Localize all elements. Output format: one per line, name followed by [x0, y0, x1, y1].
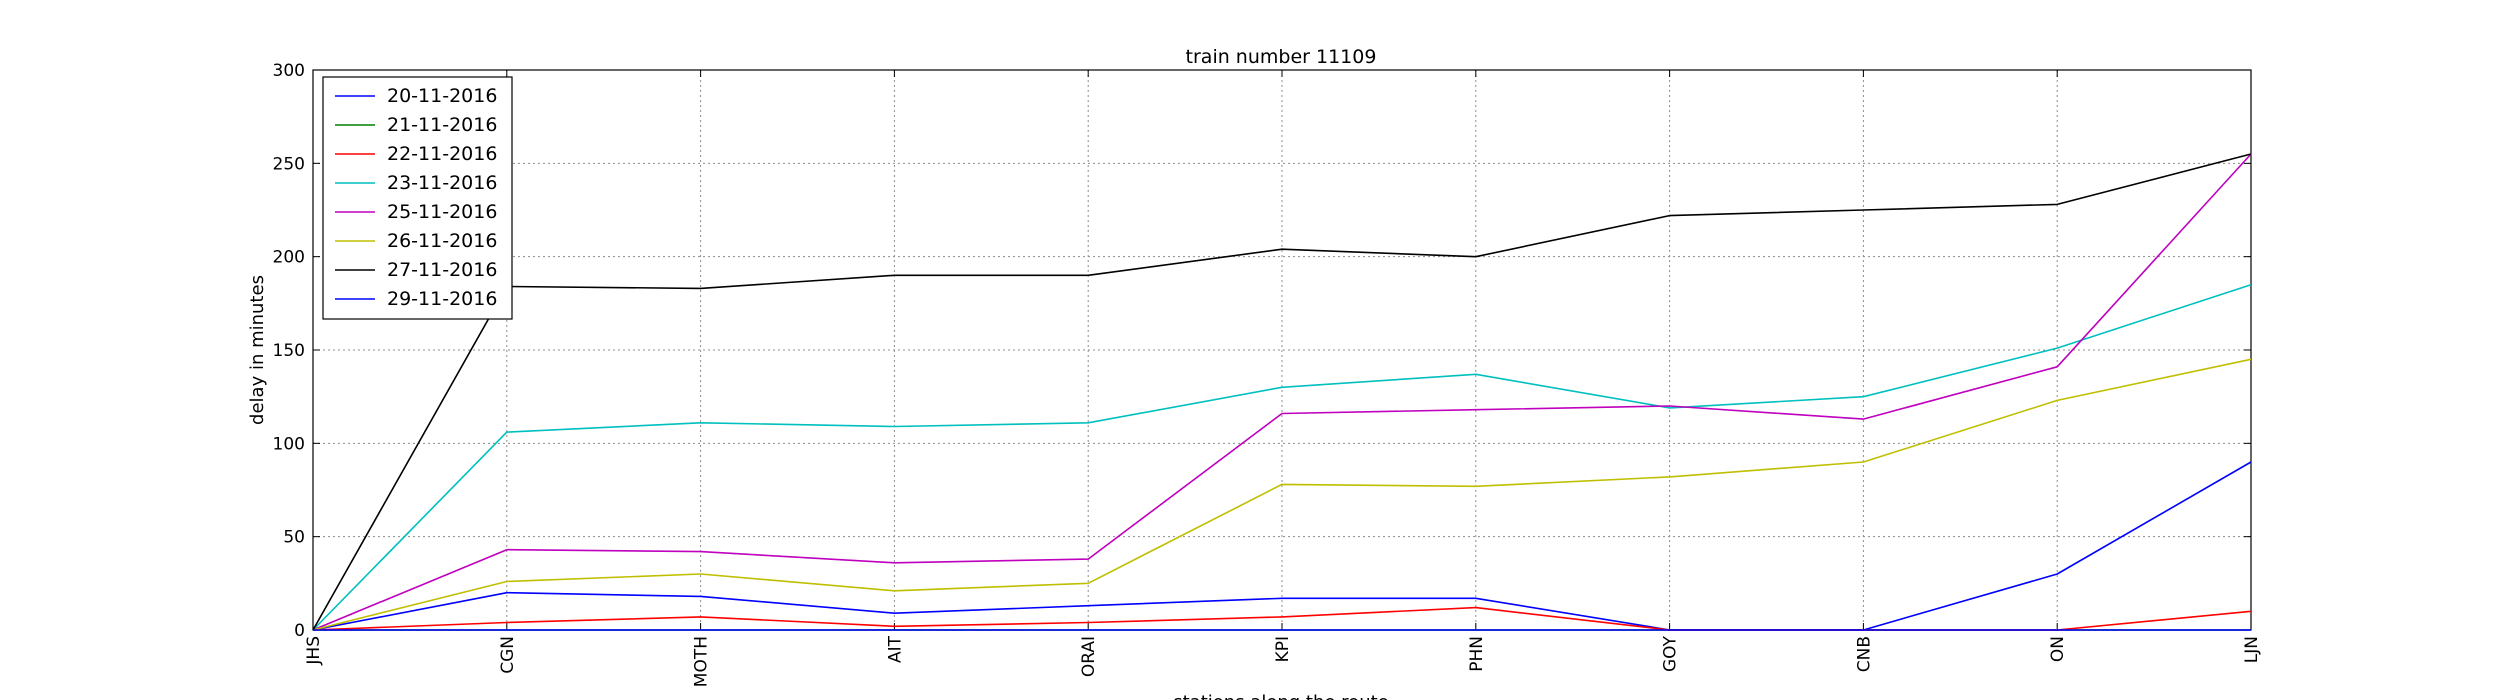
legend-label: 26-11-2016 [387, 230, 497, 252]
x-tick-label: LJN [2242, 636, 2262, 663]
legend-label: 25-11-2016 [387, 201, 497, 223]
x-tick-label: GOY [1661, 635, 1681, 672]
x-tick-label: PHN [1467, 636, 1487, 672]
y-tick-label: 0 [294, 621, 305, 641]
legend-label: 23-11-2016 [387, 172, 497, 194]
y-tick-label: 200 [273, 248, 305, 268]
x-tick-label: CNB [1854, 636, 1874, 672]
y-tick-label: 50 [283, 528, 305, 548]
x-tick-label: ON [2048, 636, 2068, 662]
x-tick-label: AIT [885, 635, 905, 663]
series-line [313, 359, 2251, 630]
x-axis-label: stations along the route [1173, 692, 1388, 700]
legend-label: 27-11-2016 [387, 259, 497, 281]
x-tick-label: MOTH [692, 636, 712, 687]
legend-label: 29-11-2016 [387, 288, 497, 310]
y-tick-label: 300 [273, 61, 305, 81]
y-tick-label: 100 [273, 434, 305, 454]
x-tick-label: KPI [1273, 636, 1293, 662]
y-tick-label: 150 [273, 341, 305, 361]
y-axis-label: delay in minutes [247, 275, 268, 425]
chart-title: train number 11109 [1186, 46, 1377, 68]
legend-label: 21-11-2016 [387, 114, 497, 136]
grid-lines [313, 70, 2251, 630]
x-tick-label: JHS [304, 636, 324, 666]
y-tick-label: 250 [273, 154, 305, 174]
legend: 20-11-2016 21-11-2016 22-11-2016 23-11-2016… [323, 77, 512, 319]
x-tick-label: ORAI [1079, 636, 1099, 677]
legend-label: 20-11-2016 [387, 85, 497, 107]
legend-label: 22-11-2016 [387, 143, 497, 165]
x-tick-label: CGN [498, 636, 518, 674]
